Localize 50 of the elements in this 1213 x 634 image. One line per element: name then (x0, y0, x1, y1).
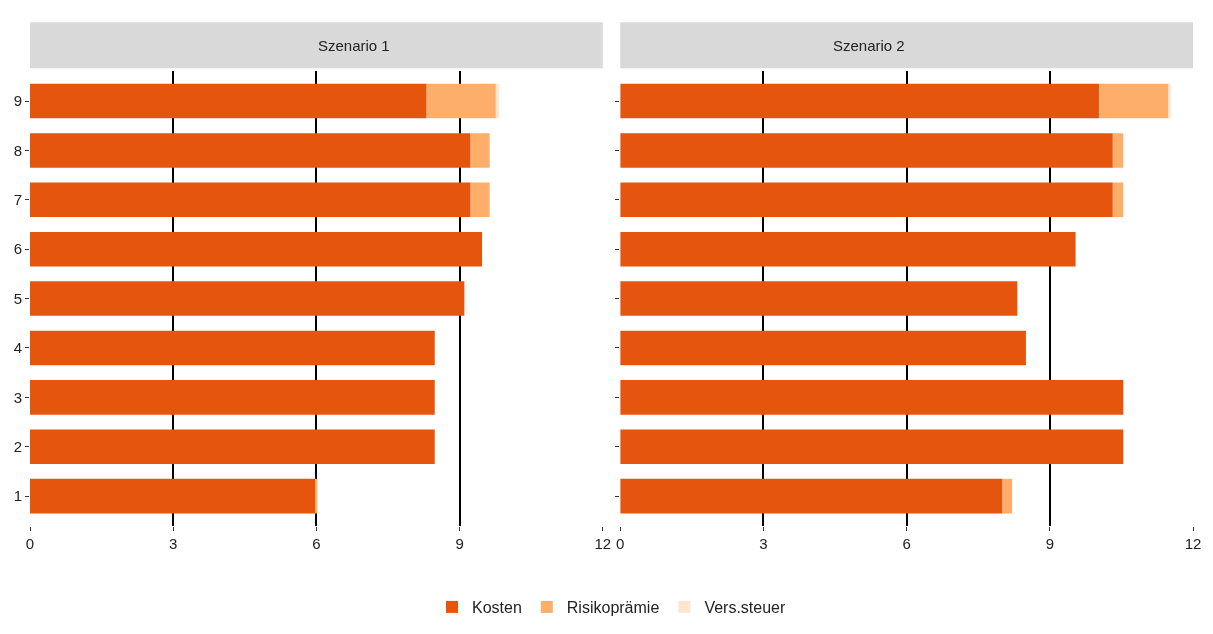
x-tick-label: 0 (616, 534, 625, 552)
x-tick-label: 9 (1045, 534, 1054, 552)
chart-title: Szenario 1 (318, 37, 390, 54)
y-tick-label: 7 (13, 191, 22, 209)
bar (470, 182, 490, 218)
x-tick-label: 12 (1184, 534, 1202, 552)
legend-label: Risikoprämie (566, 599, 660, 617)
bar (1168, 83, 1171, 119)
x-tick-label: 6 (312, 534, 321, 552)
y-tick-label: 3 (13, 388, 22, 406)
bar (1002, 478, 1013, 514)
bar (30, 182, 471, 218)
bar (470, 133, 490, 168)
chart-title: Szenario 2 (833, 37, 905, 54)
bar (620, 429, 1124, 465)
y-tick-label: 8 (13, 141, 22, 159)
y-tick-label: 9 (13, 92, 22, 110)
y-tick-label: 4 (13, 339, 22, 357)
bar (30, 478, 316, 514)
bar (30, 231, 483, 267)
x-tick-label: 12 (594, 534, 612, 552)
bar (30, 380, 435, 415)
bar (620, 83, 1099, 119)
bar (620, 133, 1113, 168)
bar (620, 330, 1026, 366)
bar (620, 231, 1076, 267)
bar (30, 133, 471, 168)
y-tick-label: 1 (13, 487, 22, 505)
bar (426, 83, 496, 119)
x-tick-label: 6 (902, 534, 911, 552)
legend-label: Vers.steuer (704, 599, 786, 617)
x-tick-label: 0 (25, 534, 35, 552)
x-tick-label: 3 (169, 534, 178, 552)
bar (30, 281, 465, 316)
bar (30, 83, 427, 119)
y-tick-label: 6 (13, 240, 22, 258)
bar (1098, 83, 1169, 119)
bar (620, 182, 1113, 218)
bar (620, 380, 1124, 415)
y-tick-label: 2 (13, 437, 22, 455)
bar (30, 429, 435, 465)
bar (1112, 133, 1124, 168)
bar (30, 330, 435, 366)
bar (620, 281, 1018, 316)
y-tick-label: 5 (13, 289, 22, 307)
legend-label: Kosten (472, 599, 522, 617)
x-tick-label: 3 (759, 534, 768, 552)
x-tick-label: 9 (455, 534, 464, 552)
bar (620, 478, 1003, 514)
bar (1112, 182, 1124, 218)
